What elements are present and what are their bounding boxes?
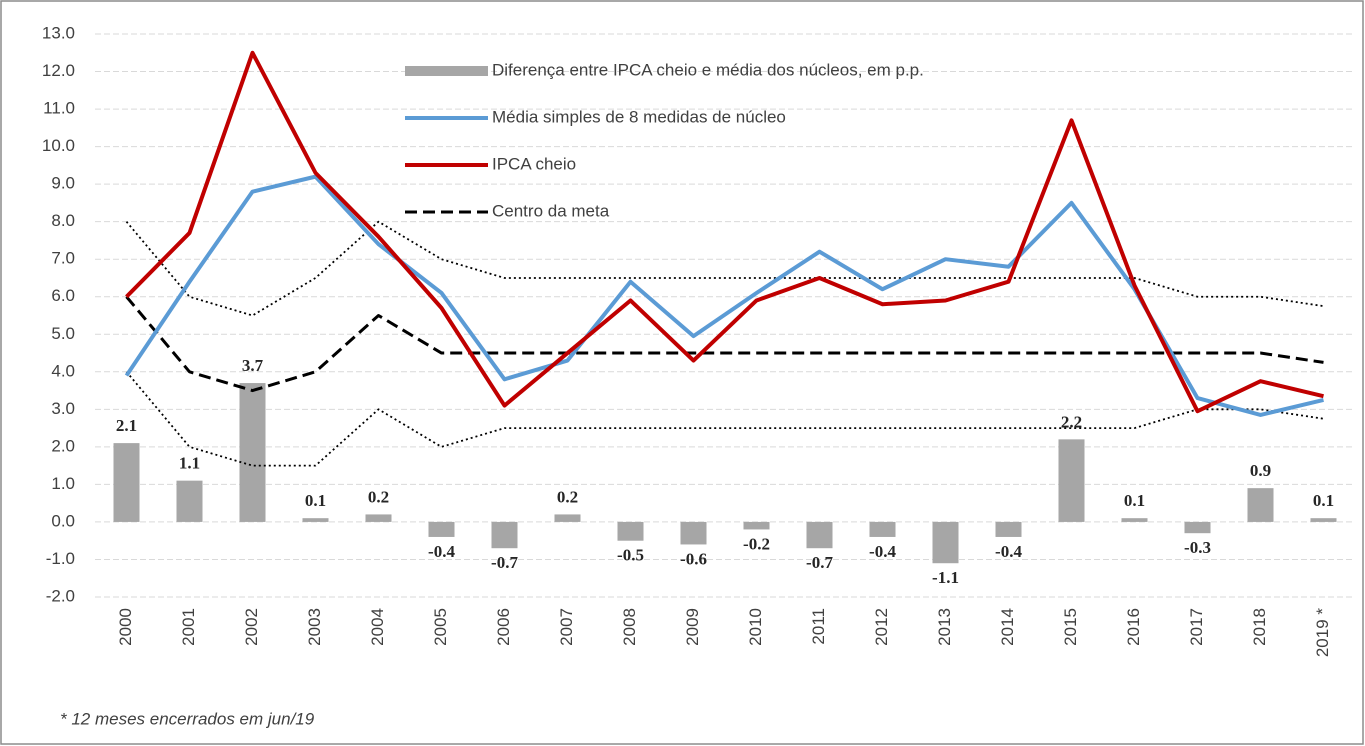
line	[125, 295, 1324, 393]
y-tick-label: 6.0	[51, 286, 75, 305]
x-tick-label: 2003	[305, 608, 324, 646]
x-tick-label: 2006	[494, 608, 513, 646]
y-tick-label: 8.0	[51, 211, 75, 230]
bar	[554, 514, 581, 522]
value-label: -0.5	[617, 546, 644, 565]
y-tick-label: 2.0	[51, 436, 75, 455]
x-tick-label: 2017	[1187, 608, 1206, 646]
bar	[1121, 518, 1148, 522]
value-label: 2.2	[1061, 412, 1082, 431]
x-tick-label: 2018	[1250, 608, 1269, 646]
bar	[365, 514, 392, 522]
y-tick-label: 13.0	[42, 23, 75, 42]
bar	[1247, 488, 1274, 522]
bar	[113, 443, 140, 522]
bar	[176, 480, 203, 522]
value-label: -1.1	[932, 568, 959, 587]
x-tick-label: 2008	[620, 608, 639, 646]
bar	[239, 383, 266, 522]
value-label: 0.9	[1250, 461, 1271, 480]
y-tick-label: 10.0	[42, 136, 75, 155]
bar	[995, 521, 1022, 537]
y-tick-label: -1.0	[46, 549, 75, 568]
value-label: 0.1	[1124, 491, 1145, 510]
bar	[1310, 518, 1337, 522]
value-label: -0.7	[806, 553, 833, 572]
y-tick-label: 11.0	[43, 99, 75, 118]
y-tick-label: 4.0	[51, 361, 75, 380]
footnote: * 12 meses encerrados em jun/19	[60, 709, 315, 728]
y-tick-label: -2.0	[46, 586, 75, 605]
y-tick-label: 0.0	[51, 511, 75, 530]
bar	[1058, 439, 1085, 522]
x-tick-label: 2014	[998, 608, 1017, 646]
value-label: 0.2	[557, 487, 578, 506]
x-tick-label: 2002	[242, 608, 261, 646]
legend-label: IPCA cheio	[492, 154, 576, 173]
x-tick-label: 2007	[557, 608, 576, 646]
bar	[302, 518, 329, 522]
value-label: 1.1	[179, 454, 200, 473]
line	[124, 174, 1324, 417]
line	[125, 371, 1324, 467]
value-label: 0.2	[368, 487, 389, 506]
y-tick-label: 3.0	[51, 399, 75, 418]
y-tick-label: 1.0	[51, 474, 75, 493]
value-label: 3.7	[242, 356, 264, 375]
value-label: 0.1	[1313, 491, 1334, 510]
y-tick-label: 9.0	[51, 174, 75, 193]
value-label: -0.2	[743, 534, 770, 553]
value-label: -0.6	[680, 549, 707, 568]
y-tick-label: 5.0	[51, 324, 75, 343]
x-tick-label: 2012	[872, 608, 891, 646]
legend-label: Centro da meta	[492, 201, 610, 220]
x-tick-label: 2013	[935, 608, 954, 646]
bar	[932, 521, 959, 564]
bar	[743, 521, 770, 530]
value-label: -0.4	[869, 542, 896, 561]
value-label: -0.3	[1184, 538, 1211, 557]
x-tick-label: 2009	[683, 608, 702, 646]
x-tick-label: 2000	[116, 608, 135, 646]
value-label: 0.1	[305, 491, 326, 510]
bar	[428, 521, 455, 537]
x-tick-label: 2016	[1124, 608, 1143, 646]
y-tick-label: 7.0	[51, 249, 75, 268]
legend-label: Média simples de 8 medidas de núcleo	[492, 107, 786, 126]
bar	[806, 521, 833, 549]
line	[125, 50, 1324, 414]
bar	[869, 521, 896, 537]
value-label: -0.7	[491, 553, 518, 572]
y-tick-label: 12.0	[42, 61, 75, 80]
x-tick-label: 2004	[368, 608, 387, 646]
bar	[1184, 521, 1211, 534]
legend-label: Diferença entre IPCA cheio e média dos n…	[492, 60, 924, 79]
x-tick-label: 2019 *	[1313, 608, 1332, 658]
value-label: -0.4	[995, 542, 1022, 561]
x-tick-label: 2010	[746, 608, 765, 646]
value-label: 2.1	[116, 416, 137, 435]
value-label: -0.4	[428, 542, 455, 561]
bar	[617, 521, 644, 541]
x-tick-label: 2005	[431, 608, 450, 646]
x-tick-label: 2001	[179, 608, 198, 646]
x-tick-label: 2011	[809, 608, 828, 645]
bar	[491, 521, 518, 549]
x-tick-label: 2015	[1061, 608, 1080, 646]
bar	[680, 521, 707, 545]
